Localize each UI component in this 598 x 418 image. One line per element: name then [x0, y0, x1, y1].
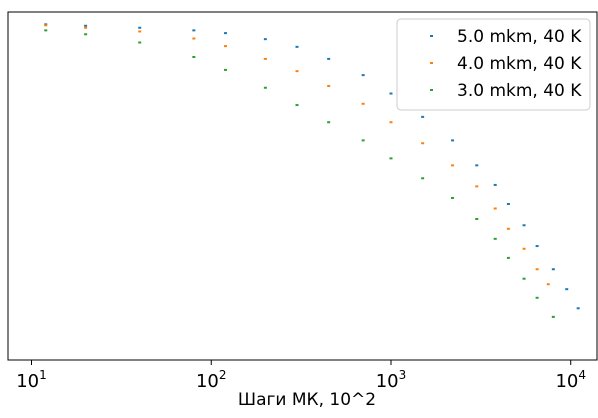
legend-label-3: 3.0 mkm, 40 K: [457, 81, 582, 101]
legend-marker-1: [430, 35, 433, 37]
x-tick-label-4: 104: [555, 368, 586, 392]
legend-label-2: 4.0 mkm, 40 K: [457, 54, 582, 74]
data-point-1-12: [451, 139, 455, 142]
data-point-2-5: [223, 45, 227, 48]
x-tick-label-2: 102: [196, 368, 227, 392]
legend-box: [396, 18, 591, 111]
data-point-1-2: [84, 24, 88, 27]
data-point-3-9: [361, 139, 365, 142]
data-point-3-2: [84, 33, 88, 36]
x-tick-label-3: 103: [376, 368, 407, 392]
data-point-1-5: [223, 32, 227, 35]
data-point-2-9: [361, 102, 365, 105]
x-axis-label: Шаги МК, 10^2: [238, 390, 376, 410]
data-point-1-8: [327, 57, 331, 60]
data-point-2-4: [192, 37, 196, 40]
x-axis: 101 102 103 104: [8, 359, 597, 392]
series-3: [44, 29, 555, 318]
data-point-2-6: [263, 57, 267, 60]
data-point-1-17: [535, 245, 539, 248]
data-point-1-3: [138, 26, 142, 29]
data-point-1-14: [493, 183, 497, 186]
data-point-3-4: [192, 55, 196, 58]
data-point-3-6: [263, 86, 267, 89]
data-point-3-14: [493, 237, 497, 240]
data-point-2-12: [451, 164, 455, 167]
data-point-2-3: [138, 30, 142, 33]
data-point-1-9: [361, 74, 365, 77]
legend: 5.0 mkm, 40 K 4.0 mkm, 40 K 3.0 mkm, 40 K: [396, 18, 591, 111]
data-point-3-16: [522, 277, 526, 280]
data-point-2-13: [475, 185, 479, 188]
legend-label-1: 5.0 mkm, 40 K: [457, 27, 582, 47]
plot-points: [44, 23, 580, 318]
data-point-1-19: [565, 288, 569, 291]
legend-marker-2: [430, 62, 433, 64]
data-point-3-1: [44, 29, 48, 32]
data-point-2-11: [421, 142, 425, 145]
data-point-1-10: [389, 92, 393, 95]
data-point-1-13: [475, 164, 479, 167]
data-point-2-16: [522, 247, 526, 250]
data-point-2-18: [546, 283, 550, 286]
x-tick-label-1: 101: [16, 368, 47, 392]
data-point-2-2: [84, 26, 88, 29]
data-point-3-7: [295, 104, 299, 107]
data-point-1-6: [263, 38, 267, 41]
data-point-1-4: [192, 29, 196, 32]
data-point-2-7: [295, 70, 299, 73]
data-point-2-14: [493, 207, 497, 210]
data-point-1-18: [551, 268, 555, 271]
data-point-3-8: [327, 121, 331, 124]
data-point-2-1: [44, 24, 48, 27]
data-point-1-20: [576, 307, 580, 310]
series-2: [44, 24, 550, 286]
data-point-1-15: [506, 203, 510, 205]
data-point-3-11: [421, 177, 425, 180]
data-point-2-8: [327, 84, 331, 87]
data-point-3-5: [223, 68, 227, 71]
data-point-2-10: [389, 121, 393, 124]
data-point-1-7: [295, 45, 299, 48]
data-point-1-16: [522, 224, 526, 227]
data-point-3-3: [138, 41, 142, 44]
data-point-3-17: [535, 296, 539, 299]
data-point-2-15: [506, 227, 510, 230]
data-point-3-12: [451, 196, 455, 199]
data-point-3-15: [506, 256, 510, 259]
legend-marker-3: [430, 89, 433, 91]
data-point-3-10: [389, 157, 393, 160]
data-point-3-13: [475, 217, 479, 220]
data-point-1-11: [421, 115, 425, 118]
data-point-2-17: [535, 268, 539, 271]
data-point-3-18: [551, 315, 555, 318]
